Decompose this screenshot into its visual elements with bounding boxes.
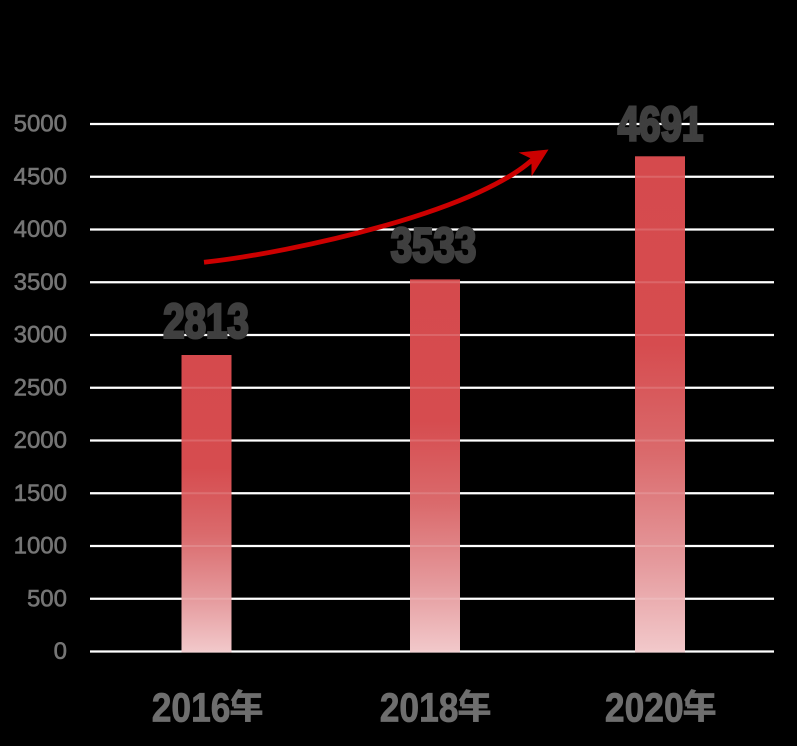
svg-text:2016: 2016 (152, 685, 231, 731)
svg-text:2000: 2000 (14, 427, 67, 454)
svg-text:2018: 2018 (380, 685, 459, 731)
svg-text:4000: 4000 (14, 216, 67, 243)
svg-text:500: 500 (27, 585, 67, 612)
svg-text:1000: 1000 (14, 533, 67, 560)
svg-text:0: 0 (54, 638, 67, 665)
svg-text:2020: 2020 (605, 685, 684, 731)
svg-text:4691: 4691 (618, 98, 703, 151)
svg-text:2500: 2500 (14, 374, 67, 401)
svg-text:5000: 5000 (14, 111, 67, 138)
svg-text:3000: 3000 (14, 322, 67, 349)
svg-text:2813: 2813 (163, 296, 248, 349)
svg-text:4500: 4500 (14, 163, 67, 190)
svg-text:3533: 3533 (391, 220, 476, 273)
svg-text:3500: 3500 (14, 269, 67, 296)
svg-text:1500: 1500 (14, 480, 67, 507)
